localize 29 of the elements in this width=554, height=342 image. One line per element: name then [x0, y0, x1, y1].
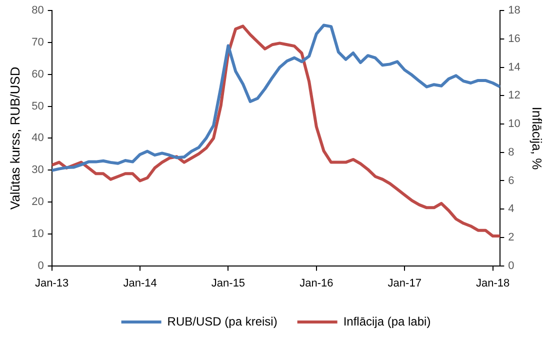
legend-label: RUB/USD (pa kreisi)	[167, 314, 278, 328]
y2-tick-label: 0	[508, 260, 514, 272]
y-tick-label: 10	[32, 228, 44, 240]
y-tick-label: 0	[38, 260, 44, 272]
y-tick-label: 80	[32, 4, 44, 17]
y-axis-title: Valūtas kurss, RUB/USD	[7, 66, 22, 210]
x-tick-label: Jan-13	[35, 277, 69, 290]
y2-tick-label: 18	[508, 4, 520, 17]
y-tick-label: 40	[32, 132, 44, 144]
y-tick-label: 30	[32, 164, 44, 176]
y-tick-label: 70	[32, 36, 44, 49]
y2-tick-label: 6	[508, 174, 514, 187]
y-tick-label: 60	[32, 68, 44, 80]
y2-tick-label: 4	[508, 203, 514, 216]
y2-axis-title: Inflācija, %	[530, 106, 545, 170]
x-tick-label: Jan-17	[388, 277, 422, 290]
x-tick-label: Jan-14	[123, 277, 157, 290]
y2-tick-label: 2	[508, 231, 514, 244]
x-tick-label: Jan-18	[476, 277, 510, 290]
y2-tick-label: 16	[508, 32, 520, 45]
y-tick-label: 20	[32, 196, 44, 208]
y2-tick-label: 12	[508, 90, 520, 102]
y2-tick-label: 14	[508, 61, 520, 74]
x-tick-label: Jan-15	[211, 277, 246, 290]
y2-tick-label: 10	[508, 118, 520, 130]
legend-label: Inflācija (pa labi)	[343, 314, 431, 328]
y2-tick-label: 8	[508, 146, 514, 158]
y-tick-label: 50	[32, 100, 44, 112]
x-tick-label: Jan-16	[300, 277, 334, 290]
